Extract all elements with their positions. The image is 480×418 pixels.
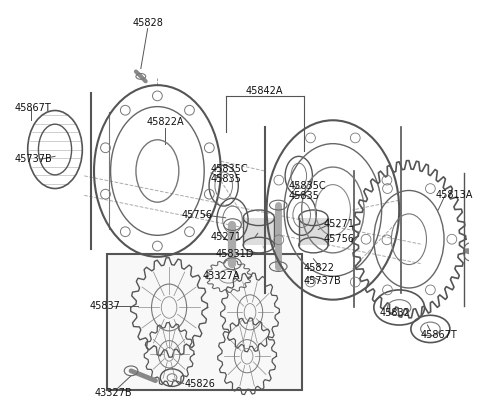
- Text: 45813A: 45813A: [435, 190, 473, 200]
- Text: 45835: 45835: [211, 174, 242, 184]
- Text: 45271: 45271: [323, 219, 354, 229]
- Text: 45832: 45832: [380, 308, 410, 319]
- Text: 45737B: 45737B: [304, 276, 341, 286]
- Text: 45822: 45822: [304, 263, 335, 273]
- Text: 45842A: 45842A: [246, 86, 283, 96]
- Text: 45822A: 45822A: [146, 117, 184, 127]
- Text: 45867T: 45867T: [420, 330, 457, 340]
- Text: 45867T: 45867T: [15, 102, 52, 112]
- Text: 45826: 45826: [185, 379, 216, 388]
- Text: 45756: 45756: [182, 210, 213, 220]
- Text: 45835: 45835: [289, 191, 320, 201]
- FancyBboxPatch shape: [299, 218, 328, 245]
- FancyBboxPatch shape: [107, 254, 302, 390]
- Text: 45837: 45837: [89, 301, 120, 311]
- Text: 45828: 45828: [132, 18, 163, 28]
- Text: 45831D: 45831D: [216, 249, 254, 259]
- Text: 45835C: 45835C: [211, 164, 249, 174]
- Text: 45835C: 45835C: [289, 181, 326, 191]
- Text: 45756: 45756: [323, 234, 354, 244]
- Text: 43327A: 43327A: [203, 271, 240, 281]
- Text: 45271: 45271: [211, 232, 242, 242]
- Text: 43327B: 43327B: [95, 388, 132, 398]
- Text: 45737B: 45737B: [15, 154, 53, 164]
- FancyBboxPatch shape: [243, 218, 275, 245]
